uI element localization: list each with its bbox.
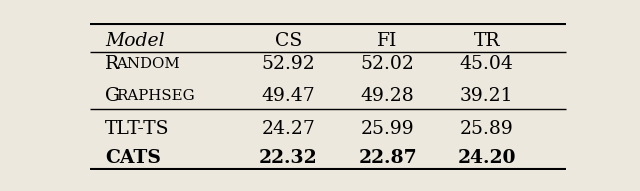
Text: G: G (105, 87, 120, 105)
Text: FI: FI (378, 32, 397, 50)
Text: 49.28: 49.28 (361, 87, 414, 105)
Text: 24.20: 24.20 (458, 149, 516, 167)
Text: 45.04: 45.04 (460, 55, 514, 73)
Text: ANDOM: ANDOM (116, 57, 179, 71)
Text: 52.02: 52.02 (360, 55, 415, 73)
Text: 22.32: 22.32 (259, 149, 317, 167)
Text: 24.27: 24.27 (261, 120, 316, 138)
Text: 25.89: 25.89 (460, 120, 513, 138)
Text: R: R (105, 55, 119, 73)
Text: 52.92: 52.92 (262, 55, 315, 73)
Text: 22.87: 22.87 (358, 149, 417, 167)
Text: TR: TR (474, 32, 500, 50)
Text: 39.21: 39.21 (460, 87, 513, 105)
Text: RAPHSEG: RAPHSEG (116, 89, 195, 104)
Text: Model: Model (105, 32, 164, 50)
Text: 25.99: 25.99 (361, 120, 414, 138)
Text: CS: CS (275, 32, 302, 50)
Text: CATS: CATS (105, 149, 161, 167)
Text: 49.47: 49.47 (262, 87, 315, 105)
Text: TLT-TS: TLT-TS (105, 120, 170, 138)
